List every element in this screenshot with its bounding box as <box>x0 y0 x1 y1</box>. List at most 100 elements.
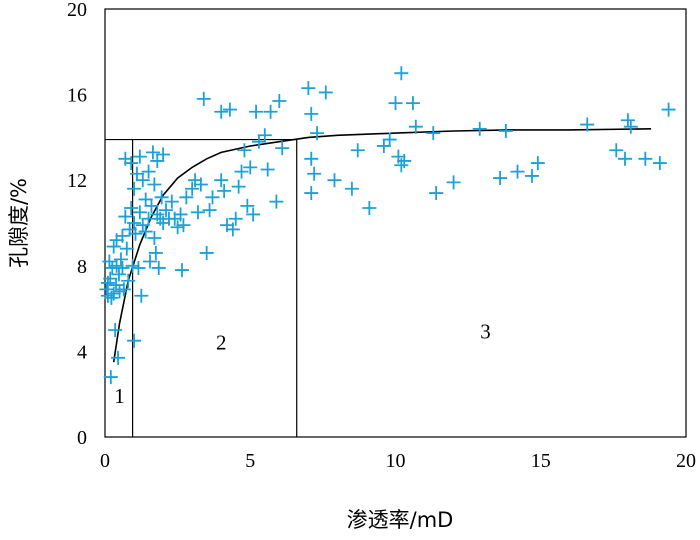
data-point <box>134 288 149 303</box>
data-point <box>138 192 153 207</box>
data-point <box>388 96 403 111</box>
data-point <box>397 153 412 168</box>
data-point <box>100 288 115 303</box>
plot-frame <box>104 8 687 438</box>
data-point <box>301 81 316 96</box>
y-axis-ticks: 0 4 8 12 16 20 <box>67 0 87 449</box>
data-point <box>580 117 595 132</box>
data-point <box>147 177 162 192</box>
data-point <box>131 260 146 275</box>
data-point <box>116 282 131 297</box>
data-point <box>498 123 513 138</box>
data-point <box>623 119 638 134</box>
data-point <box>652 156 667 171</box>
region-label-2: 2 <box>216 330 227 354</box>
data-point <box>617 151 632 166</box>
data-point <box>405 96 420 111</box>
data-point <box>109 278 124 293</box>
data-point <box>510 164 525 179</box>
data-point <box>190 205 205 220</box>
data-point <box>106 239 121 254</box>
y-tick-label: 4 <box>77 341 87 363</box>
data-point <box>304 106 319 121</box>
data-point <box>228 211 243 226</box>
data-point <box>176 218 191 233</box>
data-point <box>394 66 409 81</box>
data-point <box>327 173 342 188</box>
data-point <box>304 151 319 166</box>
data-point <box>318 85 333 100</box>
y-axis-title: 孔隙度/% <box>7 178 31 268</box>
data-point <box>124 156 139 171</box>
data-point <box>376 138 391 153</box>
data-point <box>115 260 130 275</box>
data-point <box>125 258 140 273</box>
data-point <box>132 149 147 164</box>
data-point <box>111 350 126 365</box>
data-point <box>119 241 134 256</box>
data-point <box>135 173 150 188</box>
data-point <box>159 203 174 218</box>
data-point <box>185 181 200 196</box>
y-tick-label: 20 <box>67 0 87 21</box>
x-tick-label: 0 <box>100 450 110 472</box>
data-point <box>426 126 441 141</box>
data-point <box>638 151 653 166</box>
data-point <box>362 201 377 216</box>
data-point <box>103 370 118 385</box>
data-point <box>408 119 423 134</box>
data-point <box>102 254 117 269</box>
data-point <box>128 226 143 241</box>
data-point <box>214 104 229 119</box>
data-point <box>214 173 229 188</box>
data-point <box>272 94 287 109</box>
y-tick-label: 16 <box>67 85 87 107</box>
data-point <box>661 102 676 117</box>
data-point <box>199 245 214 260</box>
data-point <box>350 143 365 158</box>
data-point <box>609 143 624 158</box>
trend-curve <box>112 128 652 363</box>
data-points <box>99 66 676 385</box>
data-point <box>150 153 165 168</box>
data-point <box>234 164 249 179</box>
data-point <box>103 271 118 286</box>
data-point <box>129 166 144 181</box>
data-point <box>127 333 142 348</box>
data-point <box>127 216 142 230</box>
y-tick-label: 0 <box>77 427 87 449</box>
data-point <box>257 128 272 143</box>
data-point <box>251 134 266 149</box>
y-tick-label: 12 <box>67 170 87 192</box>
x-tick-label: 15 <box>531 450 551 472</box>
data-point <box>154 190 169 205</box>
data-point <box>156 147 171 162</box>
data-point <box>249 104 264 119</box>
data-point <box>530 156 545 171</box>
data-point <box>240 198 255 213</box>
data-point <box>382 132 397 147</box>
data-point <box>141 164 156 179</box>
data-point <box>143 254 158 269</box>
data-point <box>269 194 284 209</box>
data-point <box>135 218 150 233</box>
y-tick-label: 8 <box>77 256 87 278</box>
data-point <box>493 171 508 186</box>
data-point <box>429 186 444 201</box>
data-point <box>196 91 211 106</box>
data-point <box>99 282 114 297</box>
data-point <box>472 121 487 136</box>
data-point <box>115 228 130 243</box>
data-point <box>205 190 220 205</box>
data-point <box>106 286 121 301</box>
data-point <box>174 263 189 278</box>
data-point <box>231 179 246 194</box>
data-point <box>113 252 128 267</box>
data-point <box>310 126 325 141</box>
x-tick-label: 10 <box>386 450 406 472</box>
x-axis-ticks: 0 5 10 15 20 <box>100 450 696 472</box>
data-point <box>243 160 258 175</box>
data-point <box>620 113 635 128</box>
region-label-3: 3 <box>480 320 491 344</box>
